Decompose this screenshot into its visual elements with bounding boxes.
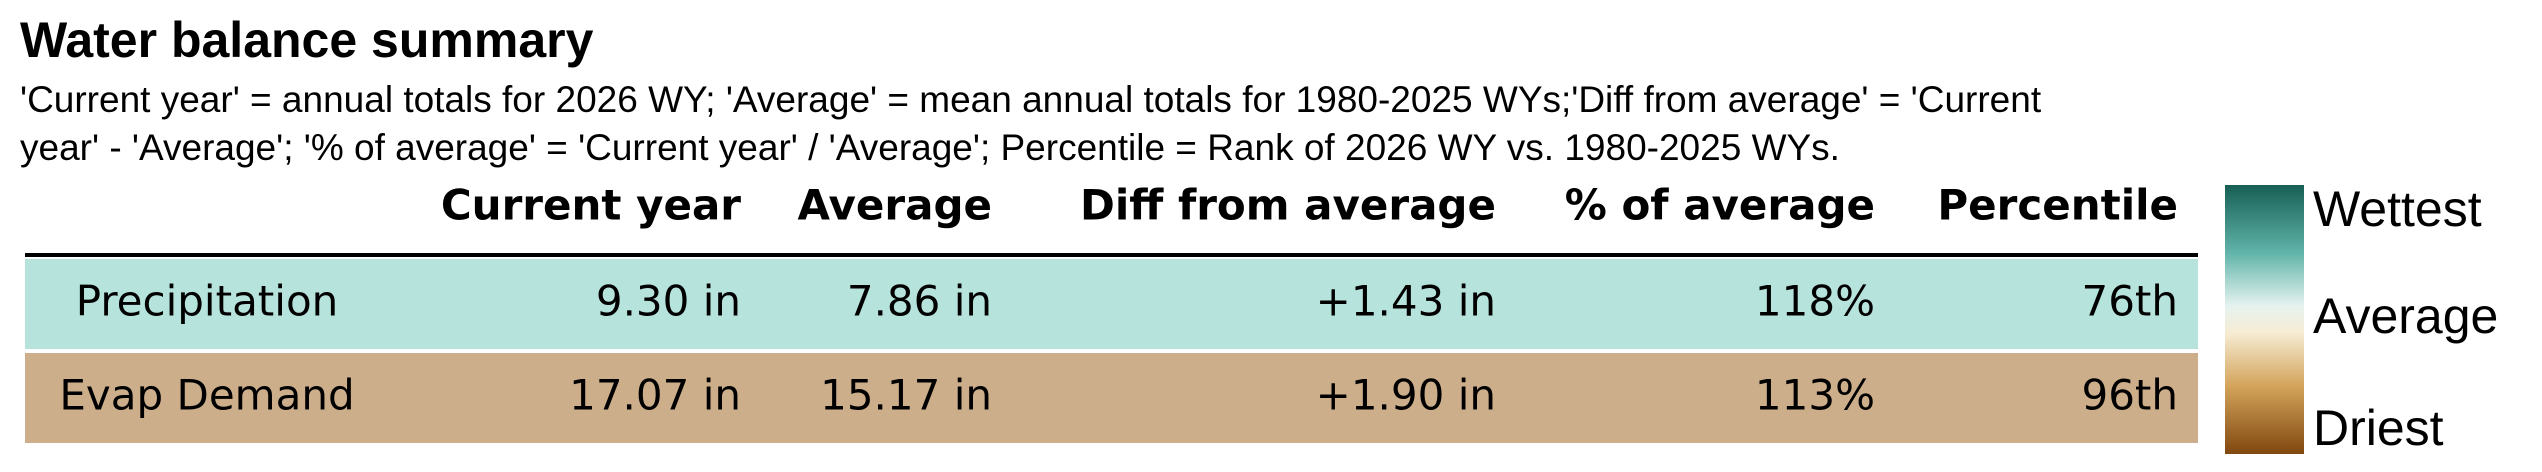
column-header: Diff from average <box>1080 181 1496 230</box>
column-header: Current year <box>441 181 741 230</box>
cell: 96th <box>2081 371 2178 420</box>
legend-label: Driest <box>2313 400 2444 456</box>
title: Water balance summary <box>20 12 594 68</box>
row-label: Evap Demand <box>59 371 354 420</box>
cell: 15.17 in <box>820 371 992 420</box>
cell: 17.07 in <box>569 371 741 420</box>
cell: 118% <box>1755 277 1875 326</box>
row-label: Precipitation <box>76 277 339 326</box>
cell: 113% <box>1755 371 1875 420</box>
legend-label: Average <box>2313 288 2498 344</box>
legend-label: Wettest <box>2313 181 2482 237</box>
column-header: Percentile <box>1937 181 2178 230</box>
cell: 7.86 in <box>847 277 992 326</box>
column-header: % of average <box>1565 181 1875 230</box>
cell: +1.43 in <box>1316 277 1496 326</box>
colorbar <box>2225 185 2304 454</box>
cell: +1.90 in <box>1316 371 1496 420</box>
subtitle: year' - 'Average'; '% of average' = 'Cur… <box>20 127 1840 168</box>
cell: 9.30 in <box>596 277 741 326</box>
subtitle: 'Current year' = annual totals for 2026 … <box>20 79 2042 120</box>
row-band <box>25 353 2198 443</box>
row-band <box>25 259 2198 349</box>
column-header: Average <box>798 181 992 230</box>
cell: 76th <box>2081 277 2178 326</box>
